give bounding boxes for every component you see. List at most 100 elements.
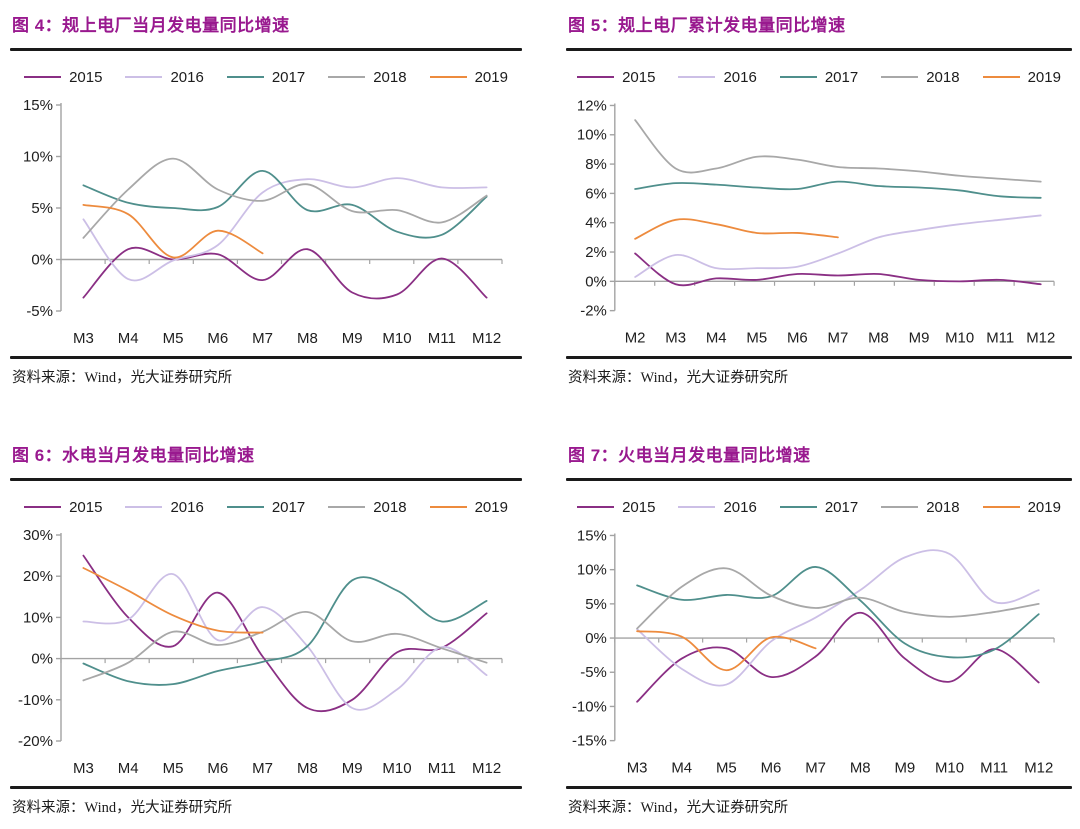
x-tick-label: M6: [207, 760, 228, 777]
x-tick-label: M12: [472, 330, 501, 347]
legend-label-2018: 2018: [926, 68, 960, 86]
legend-label-2015: 2015: [622, 498, 656, 516]
legend-item-2019: 2019: [429, 499, 508, 516]
series-line-2015: [82, 554, 488, 713]
series-line-2015: [82, 246, 488, 300]
series-line-2016: [82, 573, 488, 711]
legend-label-2017: 2017: [824, 68, 859, 86]
source-note-fig6: 资料来源：Wind，光大证券研究所: [12, 800, 233, 816]
x-tick-label: M3: [73, 330, 94, 347]
x-tick-label: M9: [909, 330, 930, 347]
series-line-2017: [636, 566, 1040, 659]
line-chart-3: 15% 10% 5% 0% -5% -10% -15% M3 M4 M5 M6 M7 M8 M9 M10 M1…: [572, 527, 1055, 777]
legend-item-2015: 2015: [577, 69, 655, 86]
title-rule: [566, 48, 1072, 51]
y-tick-label: 5%: [31, 200, 53, 217]
legend-swatch-2016: [678, 76, 716, 78]
legend-label-2015: 2015: [622, 68, 656, 86]
y-tick-label: -5%: [580, 664, 607, 681]
legend-swatch-2015: [24, 76, 62, 78]
chart-legend-fig7: 2015 2016 2017 2018 2019: [566, 496, 1072, 518]
legend-swatch-2015: [577, 506, 615, 508]
legend-label-2018: 2018: [373, 68, 407, 86]
y-tick-label: 10%: [23, 149, 53, 166]
series-line-2015: [636, 611, 1040, 703]
legend-item-2019: 2019: [982, 499, 1061, 516]
y-tick-label: 0%: [31, 252, 53, 269]
legend-swatch-2017: [779, 76, 817, 78]
series-line-2019: [634, 218, 839, 240]
series-line-2017: [634, 180, 1042, 199]
y-tick-label: -5%: [26, 303, 53, 320]
x-tick-label: M12: [1026, 330, 1055, 347]
x-tick-label: M11: [428, 760, 456, 777]
y-tick-label: 15%: [23, 97, 53, 114]
x-tick-label: M8: [297, 760, 318, 777]
figure-title-fig4: 图 4：规上电厂当月发电量同比增速: [12, 16, 290, 35]
legend-label-2019: 2019: [474, 68, 508, 86]
x-tick-label: M4: [671, 760, 692, 777]
source-note-fig7: 资料来源：Wind，光大证券研究所: [568, 800, 789, 816]
legend-item-2017: 2017: [779, 498, 859, 516]
legend-swatch-2019: [982, 76, 1020, 78]
legend-label-2017: 2017: [271, 68, 306, 86]
legend-swatch-2015: [577, 76, 615, 78]
y-tick-label: -20%: [18, 733, 53, 750]
chart-plot-fig4: 15% 10% 5% 0% -5% M3 M4 M5 M6 M7 M8 M9 M10 M11 M12: [10, 93, 522, 351]
legend-item-2019: 2019: [982, 68, 1061, 86]
legend-label-2019: 2019: [1027, 68, 1061, 86]
y-tick-label: 6%: [585, 185, 607, 202]
x-tick-label: M3: [627, 760, 648, 777]
y-tick-label: -2%: [580, 303, 607, 320]
legend-label-2017: 2017: [271, 498, 306, 516]
legend-label-2018: 2018: [373, 498, 407, 516]
legend-swatch-2018: [881, 76, 919, 78]
y-tick-label: 30%: [23, 527, 53, 544]
x-tick-label: M8: [297, 330, 318, 347]
figure-title-fig7: 图 7：火电当月发电量同比增速: [568, 446, 811, 465]
x-tick-label: M10: [935, 760, 964, 777]
x-tick-label: M8: [868, 330, 889, 347]
legend-item-2016: 2016: [678, 68, 757, 86]
y-tick-label: 4%: [585, 215, 607, 232]
legend-item-2015: 2015: [24, 69, 102, 86]
x-tick-label: M10: [382, 760, 411, 777]
legend-item-2015: 2015: [24, 499, 102, 516]
y-tick-label: 10%: [23, 609, 53, 626]
y-tick-label: 0%: [585, 630, 607, 647]
y-tick-label: -10%: [572, 698, 607, 715]
legend-item-2017: 2017: [779, 68, 859, 86]
legend-swatch-2019: [429, 76, 467, 78]
title-rule: [10, 48, 522, 51]
x-tick-label: M8: [850, 760, 871, 777]
x-tick-label: M7: [252, 330, 273, 347]
legend-item-2018: 2018: [881, 499, 960, 516]
x-tick-label: M5: [746, 330, 767, 347]
y-tick-label: 12%: [577, 97, 607, 114]
x-tick-label: M6: [761, 760, 782, 777]
line-chart-1: 12% 10% 8% 6% 4% 2% 0% -2% M2 M3 M4 M5 M6 M7 M8 M9 M10 M1…: [577, 97, 1055, 347]
series-line-2016: [634, 214, 1042, 278]
legend-swatch-2018: [328, 76, 366, 78]
series-line-2015: [634, 252, 1042, 287]
legend-swatch-2017: [226, 506, 264, 508]
x-tick-label: M5: [716, 760, 737, 777]
x-tick-label: M4: [118, 760, 139, 777]
x-tick-label: M7: [805, 760, 826, 777]
y-tick-label: -15%: [572, 733, 607, 750]
series-line-2019: [82, 204, 264, 259]
series-line-2017: [82, 169, 488, 239]
series-line-2018: [634, 119, 1042, 183]
legend-label-2017: 2017: [824, 498, 859, 516]
y-tick-label: 5%: [585, 596, 607, 613]
panel-fig6: 图 6：水电当月发电量同比增速 2015 2016 2017 2018 2019 30%…: [0, 430, 540, 829]
series-line-2019: [82, 567, 264, 634]
x-tick-label: M4: [118, 330, 139, 347]
y-tick-label: 2%: [585, 244, 607, 261]
legend-item-2017: 2017: [226, 68, 306, 86]
x-tick-label: M6: [207, 330, 228, 347]
chart-plot-fig5: 12% 10% 8% 6% 4% 2% 0% -2% M2 M3 M4 M5 M6 M7 M8 M9 M10 M1…: [566, 93, 1072, 351]
x-tick-label: M12: [472, 760, 501, 777]
legend-label-2016: 2016: [723, 68, 757, 86]
